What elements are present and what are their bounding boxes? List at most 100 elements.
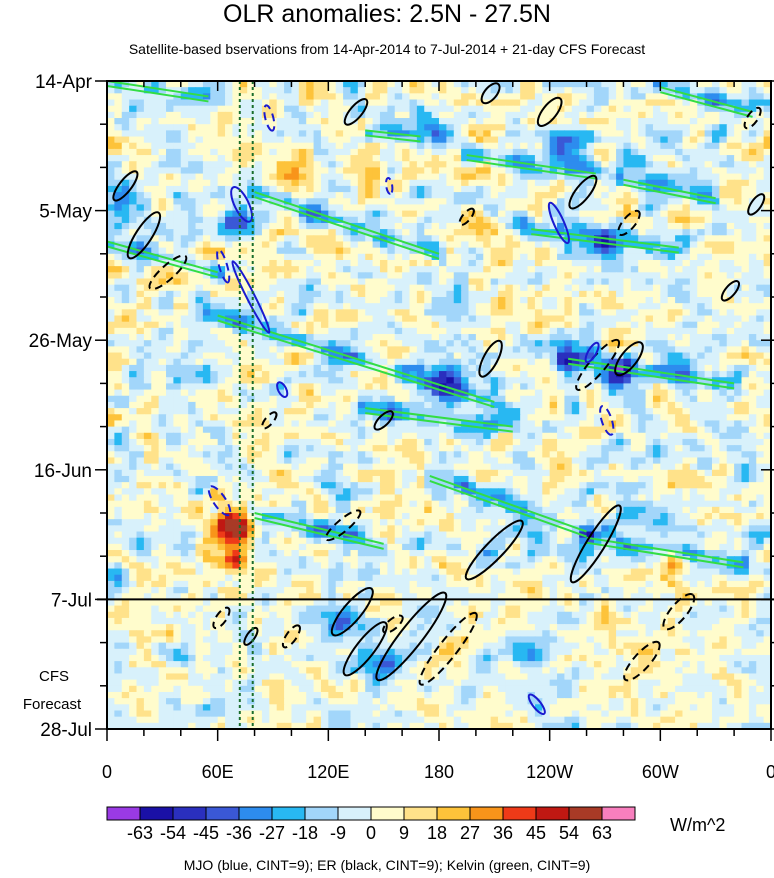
- y-tick-label-2: 26-May: [29, 331, 93, 352]
- er-contour-3: [464, 519, 524, 581]
- colorbar-swatch-1: [139, 806, 174, 821]
- chart-title: OLR anomalies: 2.5N - 27.5N: [223, 0, 551, 28]
- x-tick-label-3: 180: [424, 762, 454, 782]
- colorbar-swatch-4: [238, 806, 273, 821]
- contour-legend-note: MJO (blue, CINT=9); ER (black, CINT=9); …: [183, 857, 591, 873]
- er-contour-13: [568, 174, 598, 210]
- colorbar-swatch-15: [601, 806, 636, 821]
- colorbar-swatch-2: [172, 806, 207, 821]
- y-tick-label-1: 5-May: [39, 202, 92, 223]
- chart-subtitle: Satellite-based bservations from 14-Apr-…: [128, 41, 646, 57]
- colorbar-label-13: 54: [559, 823, 579, 843]
- y-tick-label-0: 14-Apr: [35, 72, 93, 93]
- colorbar-label-9: 18: [427, 823, 447, 843]
- colorbar-label-4: -27: [259, 823, 285, 843]
- colorbar-swatch-11: [469, 806, 504, 821]
- er-contour-24: [281, 624, 301, 649]
- mjo-contour-1: [230, 186, 254, 223]
- colorbar-swatch-7: [337, 806, 372, 821]
- colorbar-swatch-12: [502, 806, 537, 821]
- colorbar-swatch-5: [271, 806, 306, 821]
- x-tick-label-1: 60E: [202, 762, 234, 782]
- er-contour-26: [458, 207, 475, 226]
- mjo-contour-8: [599, 405, 615, 436]
- er-contour-2: [342, 621, 388, 677]
- kelvin-contour-5: [466, 154, 596, 180]
- colorbar-label-6: -9: [330, 823, 346, 843]
- er-contour-28: [212, 606, 231, 630]
- er-contour-4: [569, 504, 622, 584]
- y-tick-label-4: 7-Jul: [51, 590, 92, 611]
- colorbar-swatch-10: [436, 806, 471, 821]
- colorbar-label-8: 9: [399, 823, 409, 843]
- er-contour-22: [343, 98, 369, 126]
- er-contour-11: [478, 339, 503, 378]
- mjo-contour-10: [385, 176, 394, 195]
- axes: 0 60E 120E 180 120W 60W 0 14-Apr 5-May 26-May 16-J…: [23, 72, 774, 782]
- kelvin-contour-3: [254, 191, 440, 260]
- colorbar-label-7: 0: [366, 823, 376, 843]
- er-contour-12: [536, 96, 563, 127]
- heatmap-cells: [107, 81, 771, 729]
- mjo-contour-0: [231, 260, 271, 334]
- kelvin-contour-2: [660, 86, 753, 118]
- forecast-label-1: Forecast: [23, 696, 82, 713]
- er-contour-16: [614, 341, 644, 377]
- kelvin-contour-6: [107, 240, 218, 279]
- colorbar-swatch-0: [106, 806, 141, 821]
- er-contour-29: [243, 626, 259, 646]
- kelvin-contour-1: [365, 129, 421, 143]
- mjo-contour-5: [207, 485, 232, 517]
- colorbar-label-12: 45: [526, 823, 546, 843]
- kelvin-contour-0: [107, 81, 209, 103]
- wave-contours: [107, 81, 766, 729]
- colorbar: -63 -54 -45 -36 -27 -18 -9 0 9 18 27 36 45 54 63: [106, 806, 636, 843]
- colorbar-swatch-3: [205, 806, 240, 821]
- colorbar-label-3: -36: [226, 823, 252, 843]
- x-tick-label-6: 0: [766, 762, 774, 782]
- colorbar-swatch-9: [403, 806, 438, 821]
- er-contour-14: [617, 209, 641, 237]
- er-contour-27: [662, 593, 696, 631]
- kelvin-contour-11: [623, 178, 716, 205]
- kelvin-contour-8: [567, 357, 735, 390]
- er-contour-20: [747, 193, 766, 216]
- y-tick-label-5: 28-Jul: [40, 720, 92, 741]
- x-tick-label-4: 120W: [526, 762, 573, 782]
- er-contour-21: [743, 106, 762, 130]
- x-tick-label-0: 0: [102, 762, 112, 782]
- mjo-contour-2: [263, 104, 276, 132]
- colorbar-swatch-6: [304, 806, 339, 821]
- colorbar-swatch-8: [370, 806, 405, 821]
- er-contour-8: [126, 211, 162, 260]
- colorbar-units: W/m^2: [670, 815, 726, 835]
- colorbar-label-0: -63: [127, 823, 153, 843]
- x-tick-label-2: 120E: [307, 762, 349, 782]
- er-contour-7: [382, 614, 404, 634]
- kelvin-contour-13: [254, 512, 384, 550]
- mjo-contour-9: [527, 693, 546, 716]
- mjo-contour-4: [276, 381, 289, 398]
- colorbar-label-1: -54: [160, 823, 186, 843]
- er-contour-5: [623, 640, 661, 682]
- er-contour-18: [480, 82, 501, 105]
- kelvin-contour-7: [217, 314, 495, 408]
- colorbar-label-10: 27: [460, 823, 480, 843]
- er-contour-6: [324, 509, 362, 542]
- y-tick-label-3: 16-Jun: [34, 461, 92, 482]
- kelvin-contour-9: [429, 475, 587, 538]
- er-contour-1: [418, 611, 478, 686]
- er-contour-15: [575, 338, 621, 391]
- er-contour-10: [148, 254, 188, 291]
- er-contour-17: [373, 410, 394, 431]
- er-contour-9: [112, 170, 139, 202]
- x-tick-label-5: 60W: [642, 762, 679, 782]
- er-contour-25: [330, 587, 374, 637]
- kelvin-contour-4: [531, 228, 679, 254]
- er-contour-19: [720, 280, 741, 302]
- colorbar-swatch-14: [568, 806, 603, 821]
- colorbar-label-14: 63: [592, 823, 612, 843]
- mjo-contour-3: [216, 248, 231, 284]
- colorbar-label-5: -18: [292, 823, 318, 843]
